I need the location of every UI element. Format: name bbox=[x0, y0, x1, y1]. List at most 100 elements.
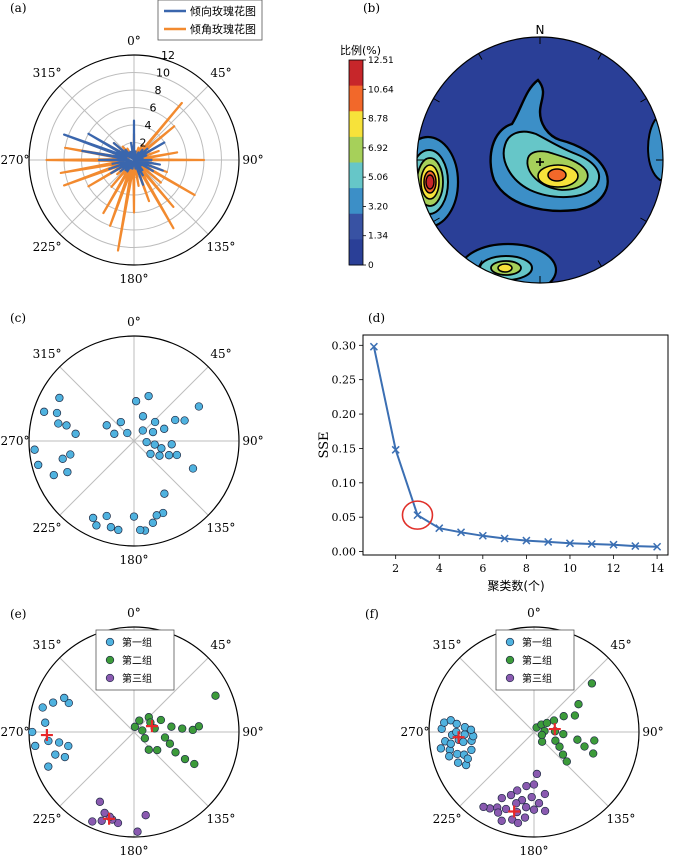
panel-c-outer-circle bbox=[28, 335, 240, 547]
panel-f-point-group-1 bbox=[452, 719, 461, 729]
panel-e-center-marker bbox=[103, 812, 116, 825]
panel-f-point-group-2 bbox=[542, 718, 552, 728]
panel-b-rim-tick bbox=[597, 53, 602, 60]
panel-e-point-group-3 bbox=[88, 817, 97, 826]
panel-f-point-group-3 bbox=[506, 790, 516, 800]
panel-c-label: (c) bbox=[10, 311, 26, 325]
panel-e-point-group-1 bbox=[28, 727, 37, 737]
panel-f-point-group-2 bbox=[587, 679, 597, 688]
panel-c-point bbox=[148, 427, 158, 437]
panel-b-north-label: N bbox=[536, 23, 545, 37]
panel-d-x-tick-label: 2 bbox=[392, 562, 399, 575]
panel-f-point-group-3 bbox=[540, 789, 550, 799]
panel-e-point-group-2 bbox=[194, 722, 204, 731]
panel-c-point bbox=[102, 511, 111, 521]
panel-e-point-group-2 bbox=[190, 759, 199, 769]
panel-d-sse-marker bbox=[565, 539, 574, 548]
panel-e-legend-marker bbox=[105, 637, 115, 647]
panel-c-point bbox=[62, 421, 71, 430]
panel-f-point-group-2 bbox=[559, 729, 568, 739]
panel-f-point-group-2 bbox=[574, 700, 583, 709]
panel-f-point-group-3 bbox=[527, 792, 536, 802]
panel-b-center-marker bbox=[536, 158, 544, 166]
panel-f-angle-label: 90° bbox=[642, 725, 663, 739]
panel-a-angle-label: 225° bbox=[33, 240, 62, 254]
panel-f-legend-label: 第二组 bbox=[522, 654, 552, 667]
panel-c-point bbox=[150, 440, 159, 449]
panel-f-center-marker bbox=[508, 805, 521, 818]
panel-e-legend-marker bbox=[105, 673, 115, 683]
panel-c-point bbox=[136, 525, 145, 535]
panel-d-sse-line bbox=[372, 346, 658, 548]
panel-f-point-group-3 bbox=[513, 786, 522, 795]
panel-e-point-group-1 bbox=[48, 698, 58, 707]
panel-d-y-tick-label: 0.00 bbox=[332, 546, 357, 559]
panel-b-rim-tick bbox=[597, 260, 602, 267]
panel-e-point-group-2 bbox=[165, 739, 175, 748]
panel-c-point bbox=[160, 489, 169, 498]
panel-e-angle-label: 90° bbox=[242, 725, 263, 739]
panel-c-angle-label: 45° bbox=[210, 347, 231, 361]
panel-e-angle-label: 0° bbox=[127, 606, 141, 620]
panel-f-point-group-3 bbox=[521, 803, 531, 812]
panel-c-point bbox=[164, 451, 174, 460]
panel-c-point bbox=[144, 391, 153, 401]
panel-c-point bbox=[110, 429, 119, 438]
panel-f-point-group-2 bbox=[558, 750, 568, 759]
panel-f-legend-marker bbox=[505, 637, 515, 647]
panel-c-point bbox=[172, 450, 182, 460]
panel-e-point-group-2 bbox=[160, 733, 170, 742]
panel-f-point-group-2 bbox=[580, 742, 589, 751]
panel-a-angle-labels: 0° 45° 90° 135° 180° 225° 270° 315° bbox=[1, 34, 264, 286]
panel-d-x-axis-label: 聚类数(个) bbox=[487, 578, 544, 593]
panel-b-colorbar-tick-label: 8.78 bbox=[368, 115, 388, 125]
panel-f-point-group-3 bbox=[529, 805, 539, 814]
panel-e-center-marker bbox=[40, 729, 53, 742]
panel-f-legend-marker bbox=[505, 673, 515, 683]
panel-f-center-marker bbox=[548, 723, 561, 736]
panel-b-colorbar-tick-label: 1.34 bbox=[368, 232, 388, 242]
panel-d-x-tick-label: 8 bbox=[523, 562, 530, 575]
panel-f-point-group-3 bbox=[479, 802, 488, 812]
panel-c-polar-grid bbox=[28, 335, 240, 547]
panel-c-point bbox=[102, 421, 111, 430]
panel-f-point-group-1 bbox=[459, 737, 468, 747]
panel-f-point-group-3 bbox=[522, 781, 531, 791]
panel-a-radial-tick-label: 4 bbox=[145, 119, 152, 132]
panel-f-point-group-2 bbox=[589, 749, 598, 758]
panel-c-point bbox=[157, 444, 166, 453]
panel-e-cluster-centers bbox=[40, 720, 158, 825]
panel-c-point bbox=[142, 437, 151, 447]
panel-c-point bbox=[63, 467, 72, 477]
panel-c-angle-label: 180° bbox=[120, 553, 149, 567]
panel-b-rim-tick bbox=[433, 217, 440, 222]
panel-a-angle-label: 180° bbox=[120, 272, 149, 286]
panel-b-rim-tick bbox=[478, 53, 483, 60]
panel-e-legend-marker bbox=[105, 655, 115, 665]
panel-f-label: (f) bbox=[365, 607, 379, 621]
panel-c-point bbox=[148, 518, 158, 527]
panel-c-point bbox=[146, 449, 155, 459]
panel-c-point bbox=[150, 417, 160, 427]
panel-c-point bbox=[180, 416, 189, 425]
panel-b-colorbar-segment bbox=[349, 85, 363, 112]
panel-c-point bbox=[34, 460, 43, 470]
panel-f-point-group-2 bbox=[555, 742, 564, 751]
panel-a-label: (a) bbox=[10, 1, 27, 15]
panel-a-outer-circle bbox=[28, 54, 240, 266]
panel-e-point-group-2 bbox=[135, 716, 144, 725]
panel-c-point bbox=[71, 429, 80, 438]
panel-e-point-group-1 bbox=[41, 718, 50, 727]
panel-d-sse-marker bbox=[631, 542, 640, 551]
panel-c-point bbox=[160, 424, 169, 433]
panel-f-kmeans-scatter: (f) 0° 45° 90° 135° 180° 225° 270° 315° 第一组第二组第… bbox=[365, 606, 664, 858]
panel-a-series bbox=[45, 101, 206, 252]
panel-f-point-group-3 bbox=[493, 808, 503, 817]
panel-e-angle-label: 135° bbox=[207, 812, 236, 826]
panel-b-rim-ticks bbox=[417, 37, 663, 283]
panel-f-point-group-1 bbox=[467, 745, 476, 755]
panel-e-legend-label: 第二组 bbox=[122, 654, 152, 667]
